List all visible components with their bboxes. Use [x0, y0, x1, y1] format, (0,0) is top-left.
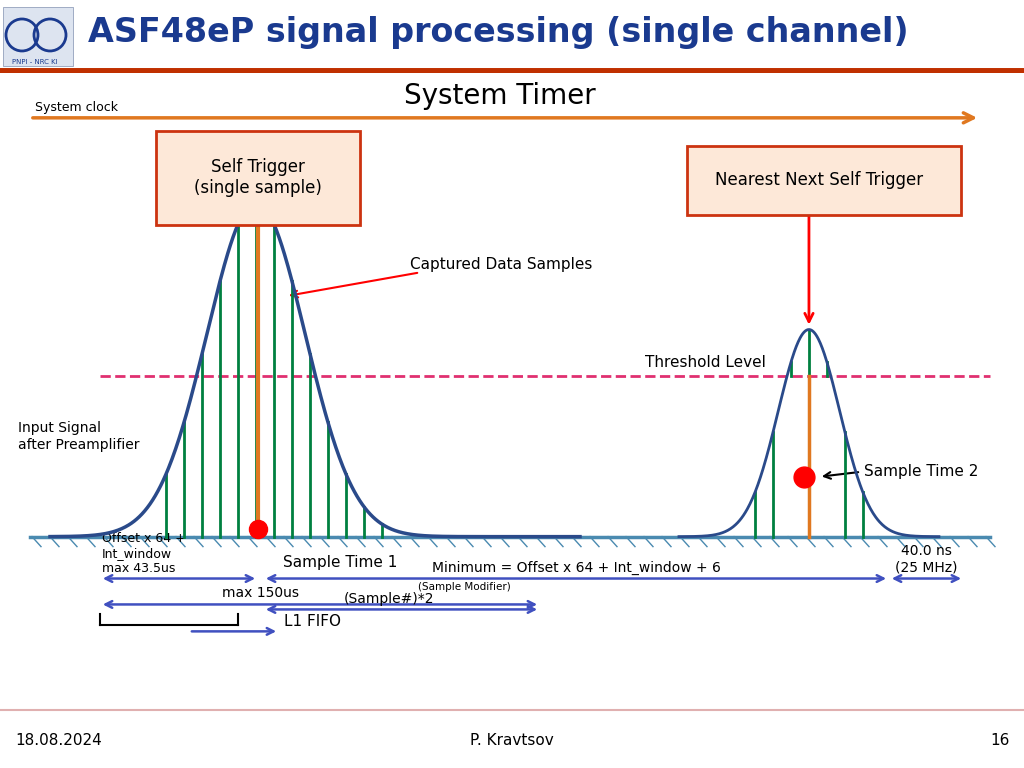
Text: Sample Time 2: Sample Time 2 [864, 465, 978, 479]
Text: Captured Data Samples: Captured Data Samples [410, 257, 592, 273]
Text: (Sample Modifier): (Sample Modifier) [418, 582, 510, 592]
Text: Self Trigger
(single sample): Self Trigger (single sample) [195, 158, 322, 197]
Text: (Sample#)*2: (Sample#)*2 [344, 592, 434, 607]
FancyBboxPatch shape [156, 131, 360, 224]
Text: ASF48eP signal processing (single channel): ASF48eP signal processing (single channe… [88, 16, 908, 49]
Text: max 150us: max 150us [221, 587, 299, 601]
FancyBboxPatch shape [687, 146, 961, 214]
Text: Minimum = Offset x 64 + Int_window + 6: Minimum = Offset x 64 + Int_window + 6 [431, 561, 721, 574]
Text: Threshold Level: Threshold Level [645, 356, 766, 370]
FancyBboxPatch shape [3, 7, 73, 66]
Text: P. Kravtsov: P. Kravtsov [470, 733, 554, 747]
Text: Offset x 64 +
Int_window
max 43.5us: Offset x 64 + Int_window max 43.5us [102, 531, 185, 574]
Text: PNPI - NRC KI: PNPI - NRC KI [12, 59, 57, 65]
Text: Input Signal
after Preamplifier: Input Signal after Preamplifier [18, 422, 139, 452]
Text: System Timer: System Timer [404, 82, 596, 110]
Text: 18.08.2024: 18.08.2024 [15, 733, 101, 747]
Text: L1 FIFO: L1 FIFO [284, 614, 341, 630]
Text: Nearest Next Self Trigger: Nearest Next Self Trigger [715, 171, 923, 189]
Text: 16: 16 [990, 733, 1010, 747]
Text: 40.0 ns
(25 MHz): 40.0 ns (25 MHz) [895, 545, 957, 574]
Text: Sample Time 1: Sample Time 1 [283, 554, 397, 570]
Text: System clock: System clock [35, 101, 118, 114]
